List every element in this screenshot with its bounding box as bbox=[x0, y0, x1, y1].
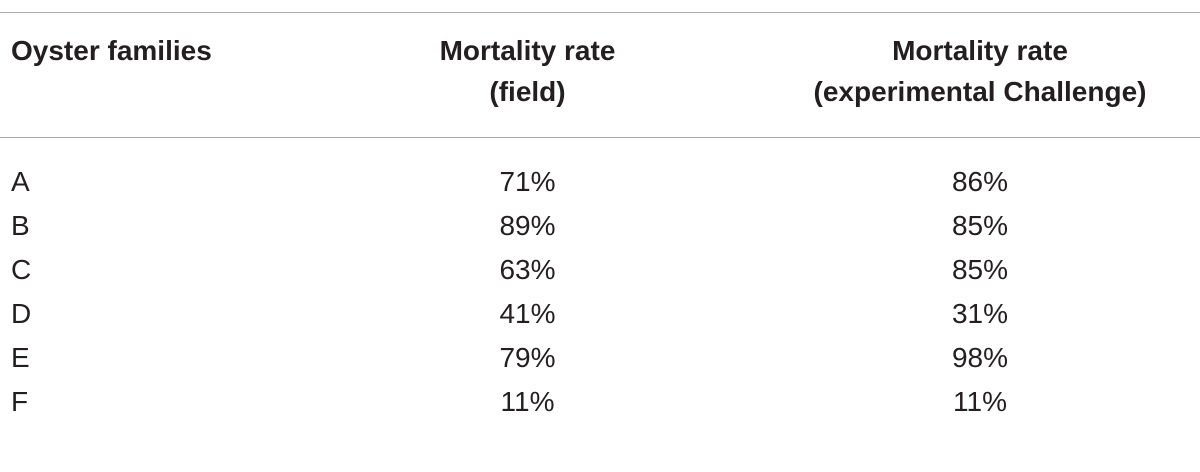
table-row: E 79% 98% bbox=[0, 336, 1200, 380]
field-rate-cell: 41% bbox=[499, 298, 556, 329]
experimental-rate-cell: 85% bbox=[951, 254, 1009, 285]
family-cell: D bbox=[11, 298, 32, 329]
family-cell: E bbox=[11, 342, 30, 373]
family-cell: A bbox=[11, 166, 30, 197]
table-row: F 11% 11% bbox=[0, 380, 1200, 424]
field-rate-cell: 11% bbox=[500, 386, 555, 417]
experimental-rate-cell: 98% bbox=[951, 342, 1009, 373]
field-rate-cell: 89% bbox=[499, 210, 556, 241]
table-header: Oyster families Mortality rate (field) M… bbox=[0, 30, 1200, 122]
table-body: A 71% 86% B 89% 85% C 63% 85% D 41% 31% … bbox=[0, 160, 1200, 424]
field-rate-cell: 71% bbox=[499, 166, 556, 197]
family-cell: C bbox=[11, 254, 32, 285]
header-line: Mortality rate bbox=[439, 35, 616, 66]
header-line: Mortality rate bbox=[892, 35, 1068, 66]
header-mortality-experimental: Mortality rate (experimental Challenge) bbox=[770, 30, 1190, 112]
experimental-rate-cell: 31% bbox=[951, 298, 1009, 329]
table-row: C 63% 85% bbox=[0, 248, 1200, 292]
field-rate-cell: 79% bbox=[499, 342, 556, 373]
experimental-rate-cell: 11% bbox=[953, 386, 1007, 417]
header-mortality-field: Mortality rate (field) bbox=[360, 30, 695, 112]
header-line: (experimental Challenge) bbox=[813, 76, 1147, 107]
experimental-rate-cell: 85% bbox=[951, 210, 1009, 241]
table-top-rule bbox=[0, 12, 1200, 13]
field-rate-cell: 63% bbox=[499, 254, 556, 285]
table-row: A 71% 86% bbox=[0, 160, 1200, 204]
table-header-rule bbox=[0, 137, 1200, 138]
experimental-rate-cell: 86% bbox=[951, 166, 1009, 197]
table-row: B 89% 85% bbox=[0, 204, 1200, 248]
header-line: Oyster families bbox=[11, 35, 212, 66]
family-cell: B bbox=[11, 210, 30, 241]
header-line: (field) bbox=[489, 76, 566, 107]
header-oyster-families: Oyster families bbox=[11, 30, 212, 71]
table-row: D 41% 31% bbox=[0, 292, 1200, 336]
family-cell: F bbox=[11, 386, 29, 417]
